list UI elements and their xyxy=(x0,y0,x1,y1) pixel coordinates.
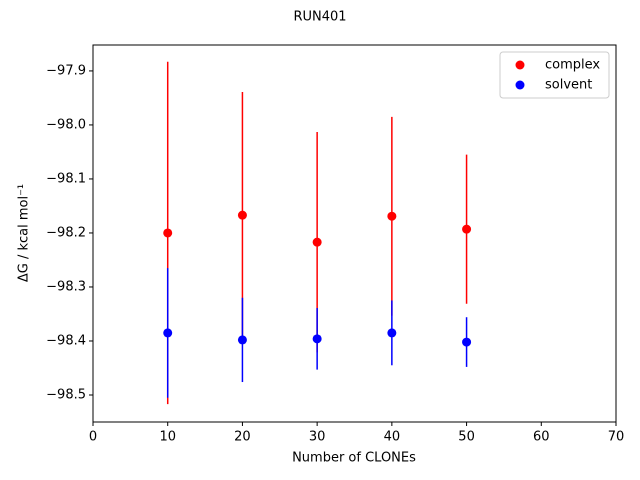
x-tick-label: 20 xyxy=(234,430,251,445)
point xyxy=(462,224,472,234)
y-tick-label: −97.9 xyxy=(46,63,86,78)
point xyxy=(237,210,247,220)
y-tick-label: −98.2 xyxy=(46,225,86,240)
x-tick-label: 60 xyxy=(533,430,550,445)
legend-label: complex xyxy=(545,58,600,73)
x-axis-label: Number of CLONEs xyxy=(292,451,416,466)
point xyxy=(462,337,472,347)
x-tick-label: 10 xyxy=(159,430,176,445)
point xyxy=(237,335,247,345)
point xyxy=(163,328,173,338)
point xyxy=(163,228,173,238)
x-tick-label: 0 xyxy=(89,430,97,445)
x-tick-label: 30 xyxy=(309,430,326,445)
point xyxy=(312,334,322,344)
plot-frame xyxy=(92,44,617,423)
legend-marker xyxy=(515,60,525,70)
legend-label: solvent xyxy=(545,78,592,93)
x-tick-label: 40 xyxy=(384,430,401,445)
y-tick-label: −98.0 xyxy=(46,117,86,132)
point xyxy=(387,328,397,338)
y-tick-label: −98.5 xyxy=(46,387,86,402)
y-tick-label: −98.4 xyxy=(46,333,86,348)
y-axis-label: ΔG / kcal mol⁻¹ xyxy=(17,184,32,282)
legend-box xyxy=(499,51,610,99)
point xyxy=(312,237,322,247)
x-tick-label: 70 xyxy=(608,430,625,445)
legend-marker xyxy=(515,80,525,90)
x-tick-label: 50 xyxy=(458,430,475,445)
point xyxy=(387,211,397,221)
y-tick-label: −98.1 xyxy=(46,171,86,186)
y-tick-label: −98.3 xyxy=(46,279,86,294)
chart-title: RUN401 xyxy=(293,10,346,25)
